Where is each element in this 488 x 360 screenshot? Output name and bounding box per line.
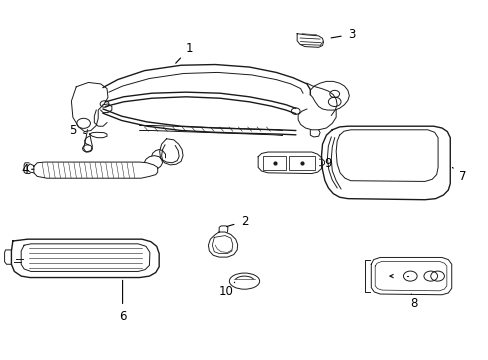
Text: 4: 4: [21, 163, 34, 176]
Text: 8: 8: [409, 294, 417, 310]
Bar: [289, 156, 314, 170]
Bar: [263, 156, 286, 170]
Text: 3: 3: [330, 28, 355, 41]
Text: 10: 10: [218, 282, 234, 298]
Text: 5: 5: [69, 124, 85, 137]
Text: 2: 2: [226, 215, 248, 228]
Text: 9: 9: [321, 157, 331, 170]
Text: 6: 6: [119, 280, 126, 324]
Text: 7: 7: [451, 167, 466, 183]
Text: 1: 1: [175, 41, 193, 63]
